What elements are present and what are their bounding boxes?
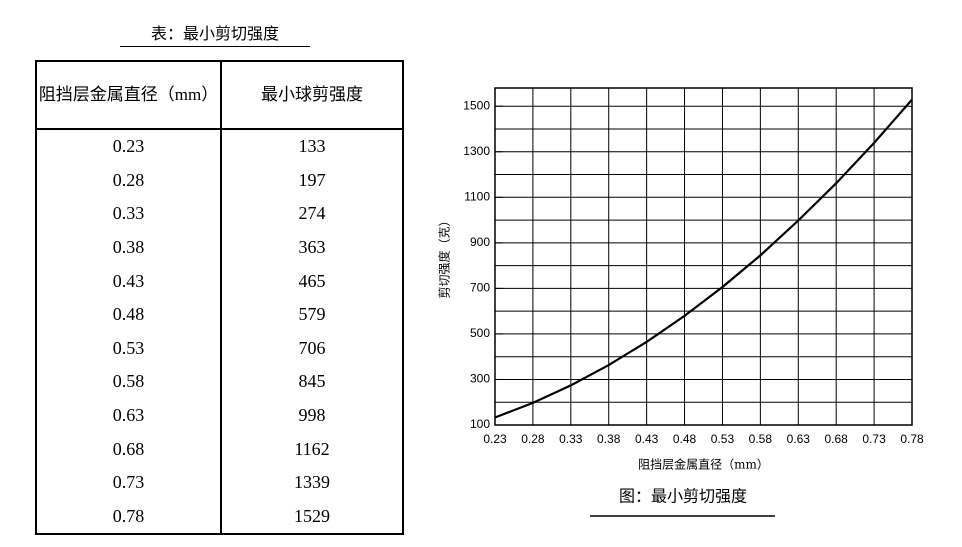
y-tick-label: 500 — [470, 326, 490, 340]
row: 0.73 1339 — [36, 465, 403, 500]
y-tick-label: 300 — [470, 372, 490, 386]
y-tick-label: 700 — [470, 281, 490, 295]
row: 0.63 998 — [36, 398, 403, 433]
cell: 998 — [298, 405, 326, 426]
x-axis-title: 阻挡层金属直径（mm） — [638, 457, 769, 472]
cell: 1162 — [294, 438, 330, 459]
cell: 0.28 — [36, 163, 222, 198]
x-tick-label: 0.73 — [862, 432, 886, 446]
row: 0.38 363 — [36, 230, 403, 265]
header-cell: 阻挡层金属直径（mm） — [36, 61, 222, 130]
cell: 0.58 — [36, 365, 222, 399]
cell: 465 — [298, 270, 326, 291]
x-tick-label: 0.48 — [673, 432, 697, 446]
cell: 0.33 — [36, 197, 222, 231]
row: 0.23 133 — [36, 129, 403, 164]
cell: 0.23 — [36, 129, 222, 164]
cell: 0.48 — [36, 297, 222, 332]
row: 0.43 465 — [36, 264, 403, 298]
cell: 845 — [298, 371, 326, 392]
header-row: 阻挡层金属直径（mm） 最小球剪强度 — [36, 61, 403, 130]
x-tick-label: 0.23 — [483, 432, 507, 446]
row: 0.58 845 — [36, 365, 403, 399]
row: 0.68 1162 — [36, 432, 403, 466]
row: 0.48 579 — [36, 297, 403, 332]
cell: 706 — [298, 337, 326, 358]
y-tick-label: 1500 — [463, 98, 490, 112]
cell: 0.73 — [36, 465, 222, 500]
table-title: 表：最小剪切强度 — [120, 20, 310, 47]
x-tick-label: 0.78 — [900, 432, 924, 446]
y-tick-label: 100 — [470, 417, 490, 431]
cell: 274 — [298, 203, 326, 224]
x-tick-label: 0.33 — [559, 432, 583, 446]
row: 0.53 706 — [36, 331, 403, 366]
x-tick-label: 0.68 — [825, 432, 849, 446]
x-tick-label: 0.58 — [749, 432, 773, 446]
row: 0.28 197 — [36, 163, 403, 198]
x-tick-label: 0.53 — [711, 432, 735, 446]
header-cell: 最小球剪强度 — [221, 61, 403, 130]
cell: 133 — [298, 136, 326, 157]
row: 0.33 274 — [36, 197, 403, 231]
x-tick-label: 0.38 — [597, 432, 621, 446]
cell: 579 — [298, 304, 326, 325]
cell: 0.43 — [36, 264, 222, 298]
cell: 363 — [298, 237, 326, 258]
row: 0.78 1529 — [36, 499, 403, 535]
cell: 0.68 — [36, 432, 222, 466]
cell: 0.53 — [36, 331, 222, 366]
y-tick-label: 1100 — [464, 189, 490, 203]
plot-area — [494, 87, 913, 426]
cell: 197 — [298, 169, 326, 190]
y-axis-title: 剪切强度（克） — [437, 214, 452, 298]
cell: 0.38 — [36, 230, 222, 265]
x-tick-label: 0.63 — [787, 432, 811, 446]
x-tick-label: 0.43 — [635, 432, 659, 446]
chart-caption: 图：最小剪切强度 — [619, 487, 747, 506]
cell: 1339 — [294, 472, 330, 493]
cell: 0.63 — [36, 398, 222, 433]
cell: 0.78 — [36, 499, 222, 535]
y-tick-label: 1300 — [463, 144, 490, 158]
x-tick-label: 0.28 — [521, 432, 545, 446]
y-tick-label: 900 — [470, 235, 490, 249]
table: 阻挡层金属直径（mm） 最小球剪强度 0.23 133 0.28 197 0.33 274 0.… — [35, 60, 404, 536]
cell: 1529 — [294, 505, 330, 526]
data-line — [494, 98, 913, 419]
